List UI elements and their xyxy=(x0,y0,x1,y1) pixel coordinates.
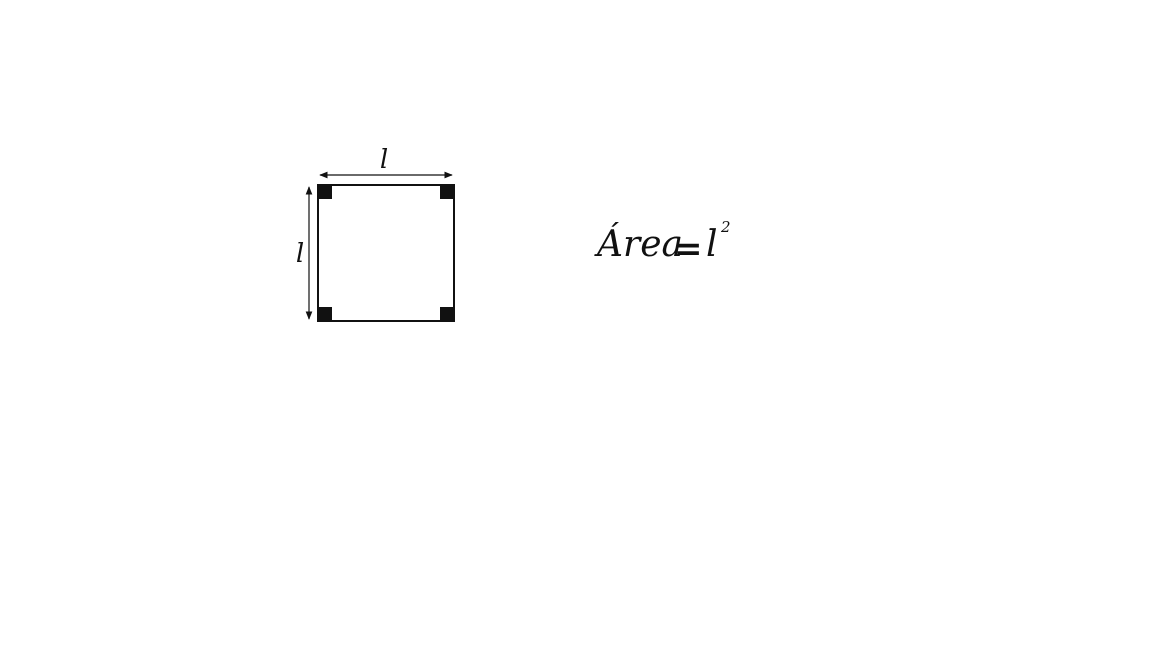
corner-marker-bottom-left-icon xyxy=(319,307,332,320)
top-side-label: l xyxy=(380,145,388,175)
left-side-label: l xyxy=(296,239,304,269)
formula-lhs: Área xyxy=(594,223,683,265)
area-formula: Área = l 2 xyxy=(594,218,731,269)
corner-marker-top-right-icon xyxy=(440,186,453,199)
square-outline xyxy=(317,184,455,322)
formula-exponent: 2 xyxy=(720,218,731,236)
corner-marker-bottom-right-icon xyxy=(440,307,453,320)
formula-equals: = xyxy=(674,229,703,269)
corner-marker-top-left-icon xyxy=(319,186,332,199)
formula-base: l xyxy=(706,224,718,265)
